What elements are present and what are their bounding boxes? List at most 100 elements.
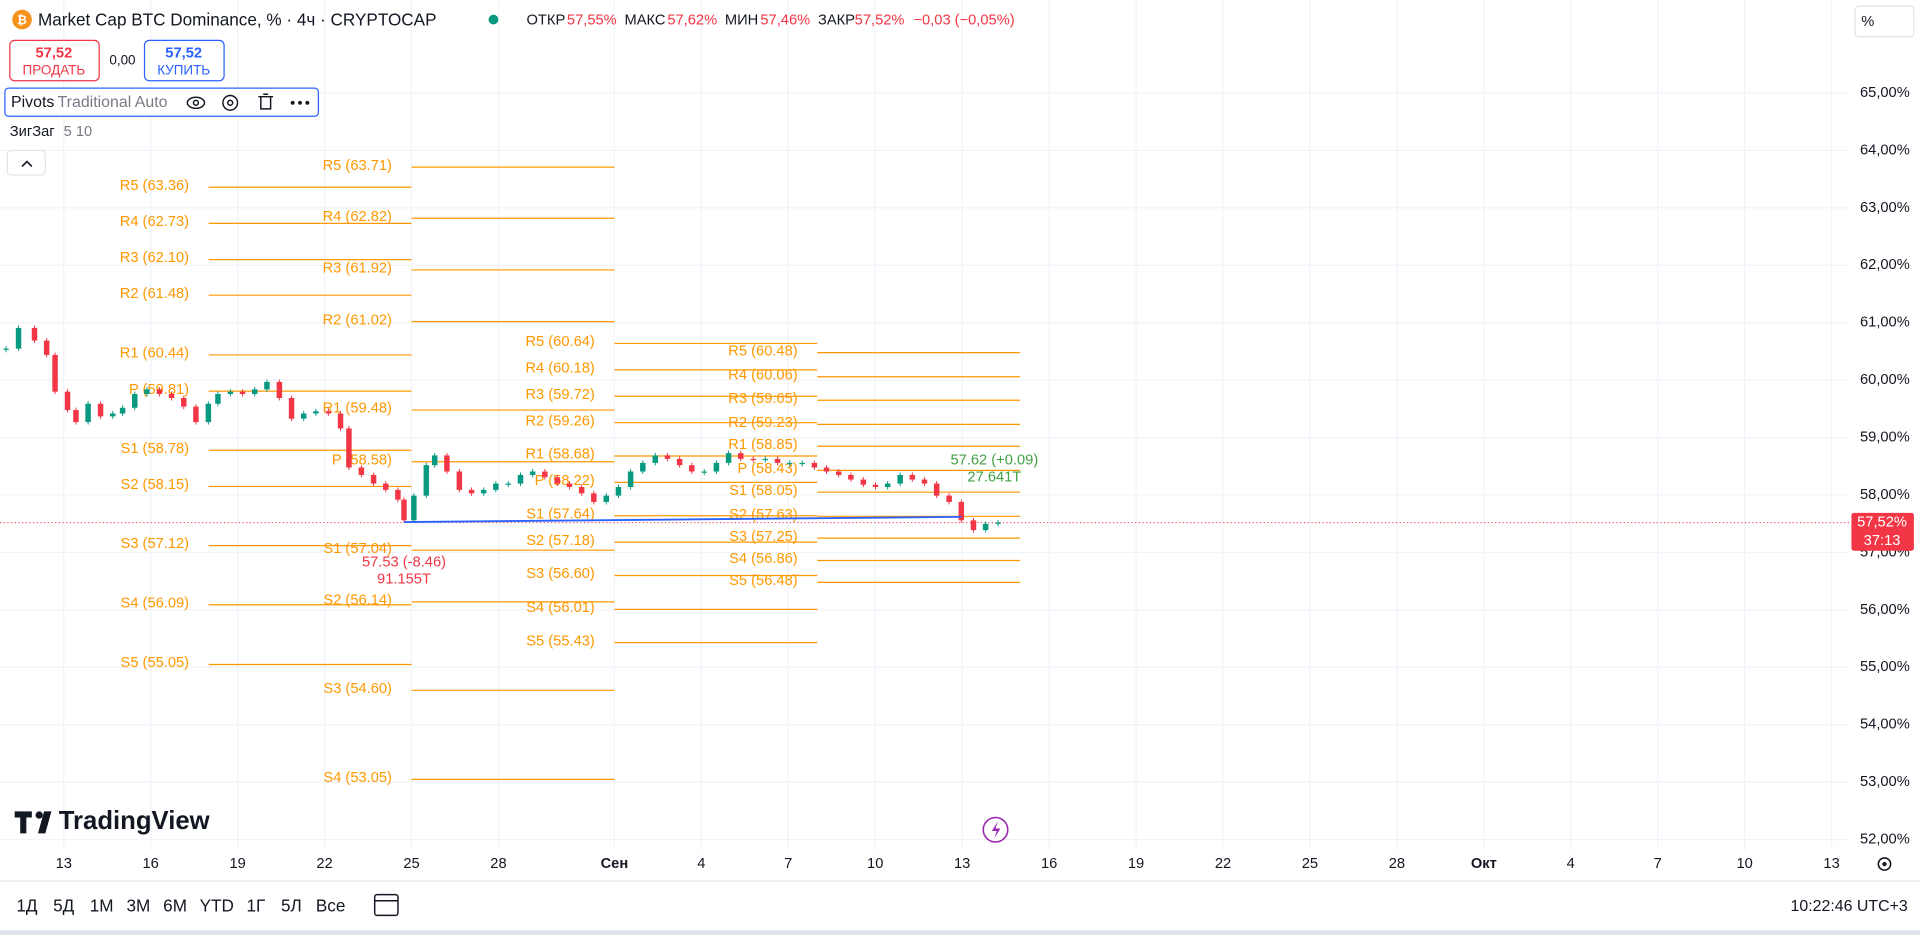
candle xyxy=(227,391,234,394)
pivot-label: S4 (56.09) xyxy=(121,595,190,611)
zigzag-volume: 91.155T xyxy=(377,571,431,587)
buy-price[interactable]: 57,52 xyxy=(165,46,202,62)
indicator-params[interactable]: Traditional Auto xyxy=(58,94,168,111)
indicator-name[interactable]: Pivots xyxy=(11,94,54,111)
candle xyxy=(713,462,720,472)
range-button[interactable]: YTD xyxy=(200,895,234,915)
x-tick-label: 7 xyxy=(1654,856,1662,872)
candle xyxy=(835,471,842,475)
y-tick-label: 53,00% xyxy=(1860,774,1910,790)
status-dot xyxy=(488,14,499,25)
pivot-label: R3 (61.92) xyxy=(323,261,392,277)
candle xyxy=(517,474,524,484)
ohlc-value: 57,52% xyxy=(855,13,905,29)
buy-button[interactable] xyxy=(143,39,225,82)
candle xyxy=(31,327,38,341)
x-tick-label: 22 xyxy=(1215,856,1231,872)
candle xyxy=(276,381,283,398)
ohlc-label: МАКС xyxy=(624,13,665,29)
candle xyxy=(921,479,928,484)
y-tick-label: 55,00% xyxy=(1860,659,1910,675)
candle xyxy=(627,471,634,488)
candle xyxy=(205,403,212,423)
pivot-label: P (58.22) xyxy=(535,473,595,489)
candle xyxy=(431,455,438,466)
candle xyxy=(97,403,104,417)
candle xyxy=(401,499,407,521)
buy-label[interactable]: КУПИТЬ xyxy=(157,63,210,78)
pivot-label: R5 (60.48) xyxy=(728,343,797,359)
delete-icon[interactable] xyxy=(258,93,274,110)
change: −0,03 (−0,05%) xyxy=(913,13,1014,29)
pivot-label: R2 (61.48) xyxy=(120,286,189,302)
range-button[interactable]: Все xyxy=(316,895,346,915)
pivot-label: R4 (60.18) xyxy=(525,361,594,377)
x-tick-label: 19 xyxy=(1128,856,1144,872)
candle xyxy=(872,484,879,488)
range-button[interactable]: 5Л xyxy=(281,895,302,915)
spread: 0,00 xyxy=(109,53,135,68)
range-button[interactable]: 5Д xyxy=(53,895,75,915)
x-tick-label: 13 xyxy=(954,856,970,872)
axis-settings[interactable] xyxy=(1877,857,1892,871)
settings-icon[interactable] xyxy=(222,94,239,111)
candle xyxy=(468,489,475,494)
candle xyxy=(750,458,756,461)
logo-dot xyxy=(35,811,43,819)
scale-mode[interactable]: % xyxy=(1861,14,1874,30)
candle xyxy=(456,471,463,490)
candle xyxy=(603,495,610,502)
candle xyxy=(578,487,585,494)
indicator-row[interactable] xyxy=(4,87,319,117)
sell-price[interactable]: 57,52 xyxy=(36,46,73,62)
candle xyxy=(313,411,319,414)
more-icon[interactable] xyxy=(290,100,310,105)
candle xyxy=(640,462,646,472)
range-button[interactable]: 1Д xyxy=(16,895,38,915)
date-range-icon[interactable] xyxy=(373,893,399,917)
ohlc-label: ЗАКР xyxy=(818,13,855,29)
candle xyxy=(181,397,187,407)
candle xyxy=(144,389,150,394)
candle xyxy=(897,474,903,484)
pivot-label: P (58.58) xyxy=(332,452,392,468)
range-button[interactable]: 6М xyxy=(163,895,187,915)
candle xyxy=(193,406,199,423)
candle xyxy=(395,489,401,500)
pivot-label: R1 (59.48) xyxy=(323,401,392,417)
candle xyxy=(85,403,91,423)
candle xyxy=(738,453,744,459)
dot xyxy=(298,100,302,105)
events-bolt xyxy=(991,821,1001,839)
logo-text: TradingView xyxy=(59,807,211,835)
pivot-label: P (58.43) xyxy=(738,461,798,477)
pivot-label: S2 (56.14) xyxy=(323,593,392,609)
zigzag-volume: 27.641T xyxy=(967,470,1021,486)
indicator-params[interactable]: 5 10 xyxy=(64,124,93,140)
range-button[interactable]: 3М xyxy=(126,895,150,915)
eye-icon[interactable] xyxy=(186,96,206,110)
symbol[interactable]: Market Cap BTC Dominance, % · 4ч · CRYPT… xyxy=(38,9,437,29)
candle xyxy=(762,458,769,461)
pivot-label: R1 (58.68) xyxy=(525,447,594,463)
indicator-name[interactable]: ЗигЗаг xyxy=(10,124,55,140)
last-price-label: 57,52% xyxy=(1857,515,1907,531)
pivot-label: S3 (57.25) xyxy=(729,529,798,545)
zigzag-label: 57.53 (-8.46) xyxy=(362,554,446,570)
scale-box[interactable] xyxy=(1854,5,1915,38)
range-button[interactable]: 1М xyxy=(90,895,114,915)
candle xyxy=(982,523,989,531)
ohlc-label: МИН xyxy=(725,13,758,29)
settings-core xyxy=(227,99,234,106)
x-tick-label: 13 xyxy=(1823,856,1839,872)
clock[interactable]: 10:22:46 UTC+3 xyxy=(1791,898,1908,915)
pivot-label: S4 (56.01) xyxy=(526,600,595,616)
candle xyxy=(664,455,671,459)
candle xyxy=(652,455,658,463)
range-button[interactable]: 1Г xyxy=(247,895,266,915)
sell-button[interactable] xyxy=(9,39,100,82)
candle xyxy=(505,483,512,485)
candle xyxy=(156,389,163,394)
sell-label[interactable]: ПРОДАТЬ xyxy=(23,63,86,78)
